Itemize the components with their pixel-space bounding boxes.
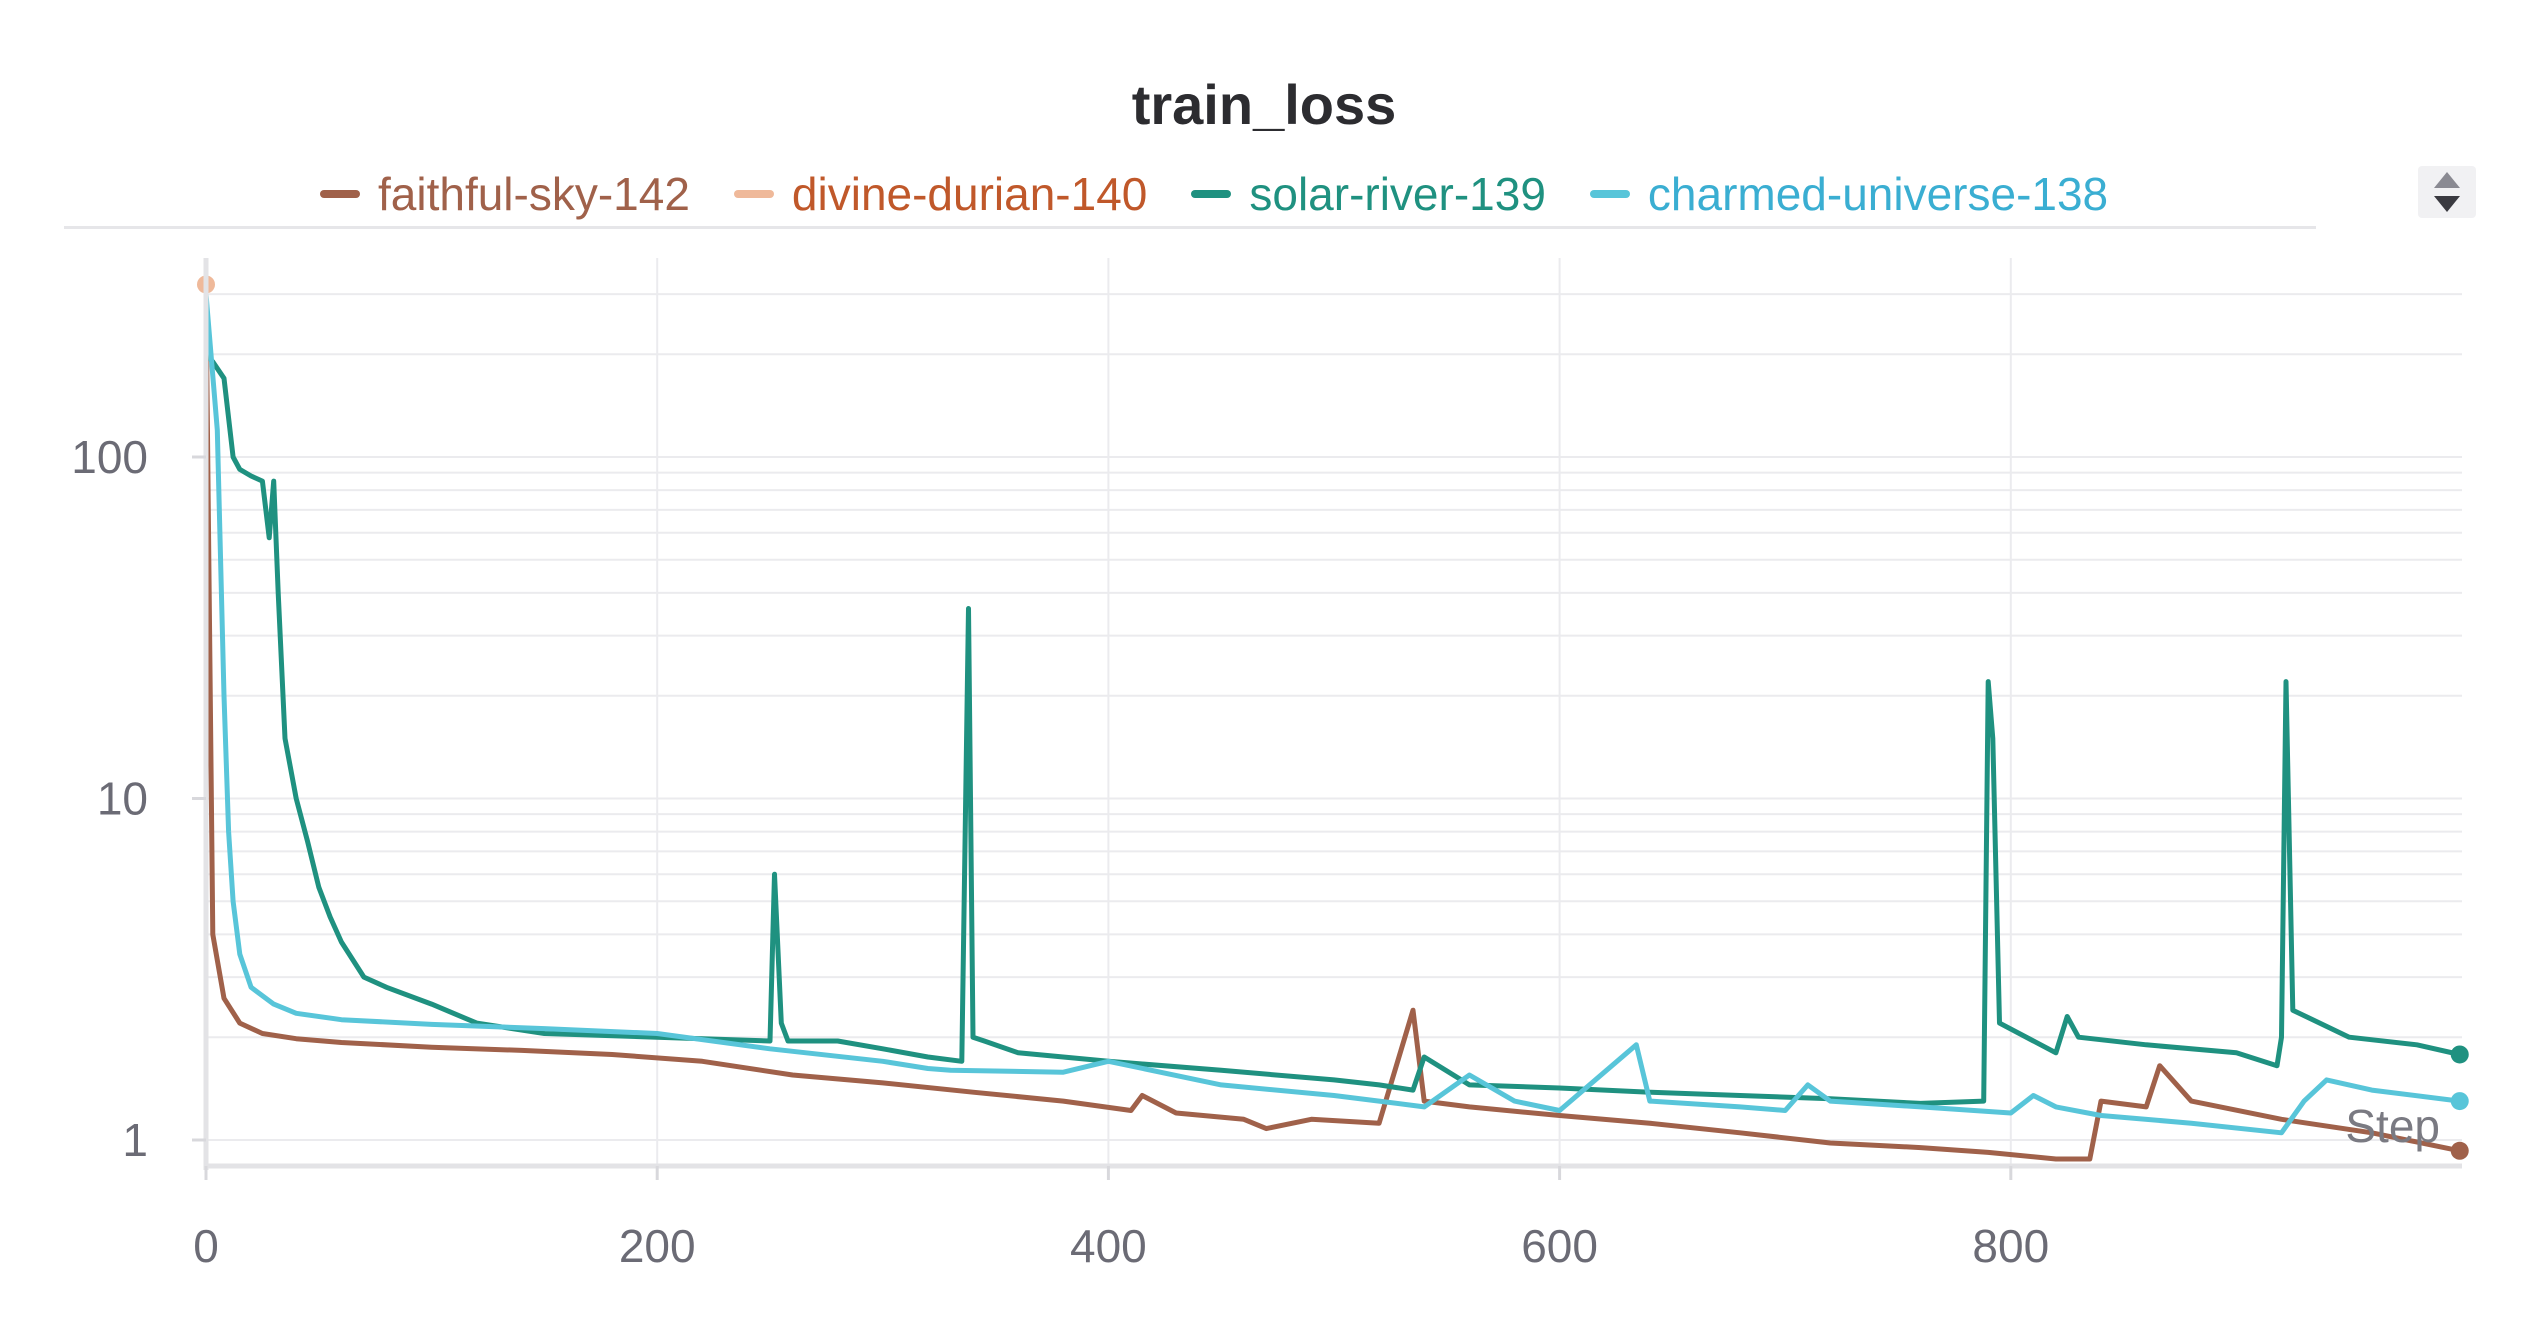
y-tick-label: 1 bbox=[122, 1114, 148, 1166]
legend-scroll-control[interactable] bbox=[2418, 166, 2476, 218]
series-layer bbox=[197, 275, 2469, 1162]
legend-label: divine-durian-140 bbox=[791, 168, 1148, 220]
legend-swatch bbox=[1589, 190, 1630, 198]
series-endpoint-solar-river-139 bbox=[2450, 1045, 2469, 1064]
x-axis-label: Step bbox=[2345, 1100, 2440, 1152]
series-endpoint-charmed-universe-138 bbox=[2450, 1092, 2469, 1111]
x-tick-label: 800 bbox=[1972, 1220, 2049, 1272]
legend-swatch bbox=[1191, 190, 1232, 198]
x-tick-label: 200 bbox=[619, 1220, 696, 1272]
tick-labels: 1 10 100 0 200 400 600 800 Step bbox=[71, 431, 2440, 1272]
legend-label: faithful-sky-142 bbox=[378, 168, 690, 220]
caret-down-icon[interactable] bbox=[2434, 196, 2460, 212]
y-tick-label: 100 bbox=[71, 431, 148, 483]
legend-item-solar-river[interactable]: solar-river-139 bbox=[1191, 167, 1546, 221]
series-line-charmed-universe-138 bbox=[203, 293, 2461, 1136]
x-tick-label: 600 bbox=[1521, 1220, 1598, 1272]
grid-lines bbox=[205, 258, 2462, 1166]
x-tick-label: 400 bbox=[1070, 1220, 1147, 1272]
legend-label: solar-river-139 bbox=[1249, 168, 1546, 220]
legend-item-divine-durian[interactable]: divine-durian-140 bbox=[733, 167, 1148, 221]
series-endpoint-faithful-sky-142 bbox=[2450, 1141, 2469, 1160]
chart-title: train_loss bbox=[1131, 73, 1397, 136]
series-line-faithful-sky-142 bbox=[203, 294, 2461, 1162]
legend-label: charmed-universe-138 bbox=[1647, 168, 2109, 220]
legend-swatch bbox=[320, 190, 360, 198]
caret-up-icon[interactable] bbox=[2434, 172, 2460, 188]
series-line-solar-river-139 bbox=[204, 352, 2461, 1106]
x-tick-label: 0 bbox=[193, 1220, 219, 1272]
legend-item-charmed-universe[interactable]: charmed-universe-138 bbox=[1589, 167, 2109, 221]
y-tick-label: 10 bbox=[97, 773, 148, 825]
chart-legend: faithful-sky-142 divine-durian-140 solar… bbox=[320, 164, 2108, 224]
legend-swatch bbox=[733, 190, 774, 198]
legend-item-faithful-sky[interactable]: faithful-sky-142 bbox=[320, 167, 690, 221]
axes bbox=[192, 258, 2462, 1180]
legend-divider bbox=[64, 226, 2316, 229]
